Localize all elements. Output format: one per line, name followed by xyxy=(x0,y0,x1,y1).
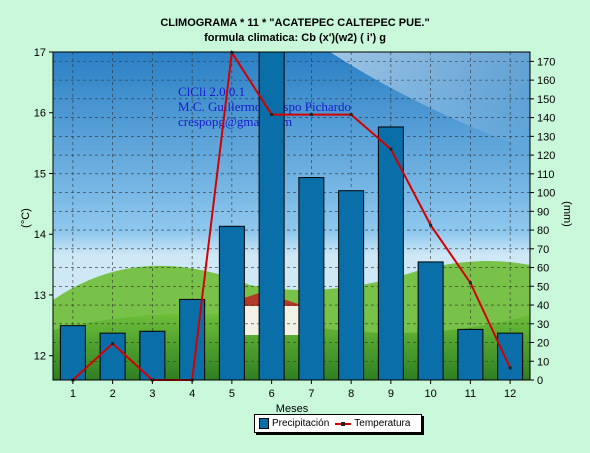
temp-point-9 xyxy=(389,147,393,151)
temp-point-2 xyxy=(111,342,115,346)
x-tick-label-11: 11 xyxy=(465,388,476,400)
precip-bar-2 xyxy=(99,332,126,381)
legend-line-swatch xyxy=(335,421,352,426)
left-tick-label: 14 xyxy=(34,229,46,241)
x-tick-label-12: 12 xyxy=(504,388,516,400)
x-tick-label-5: 5 xyxy=(229,388,235,400)
right-tick-label: 100 xyxy=(537,188,555,200)
left-tick-label: 17 xyxy=(34,47,46,59)
near-hill xyxy=(53,313,530,380)
right-tick-label: 30 xyxy=(537,319,549,331)
right-tick-label: 0 xyxy=(537,375,543,387)
legend-precipitation: Precipitación xyxy=(259,418,329,429)
temp-point-7 xyxy=(309,113,313,117)
axes: 1213141516170102030405060708090100110120… xyxy=(34,47,556,400)
precip-bar-11 xyxy=(457,328,484,381)
right-tick-label: 170 xyxy=(537,56,555,68)
right-tick-label: 130 xyxy=(537,131,555,143)
right-axis-label: (mm) xyxy=(561,201,573,227)
right-tick-label: 150 xyxy=(537,94,555,106)
watermark-line-1: ClCli 2.0.0.1 xyxy=(178,84,245,99)
temp-point-6 xyxy=(270,113,274,117)
x-tick-label-4: 4 xyxy=(189,388,195,400)
chart-title: CLIMOGRAMA * 11 * "ACATEPEC CALTEPEC PUE… xyxy=(160,17,430,29)
x-tick-label-7: 7 xyxy=(308,388,314,400)
x-tick-label-9: 9 xyxy=(388,388,394,400)
right-tick-label: 160 xyxy=(537,75,555,87)
x-tick-label-2: 2 xyxy=(110,388,116,400)
legend-bar-swatch xyxy=(259,418,269,429)
temperature-polyline xyxy=(72,49,512,381)
precip-bar-10 xyxy=(417,261,444,381)
left-tick-label: 15 xyxy=(34,168,46,180)
left-tick-label: 13 xyxy=(34,290,46,302)
legend-temperature: Temperatura xyxy=(335,418,410,429)
precip-bar-12 xyxy=(497,332,524,381)
left-tick-label: 12 xyxy=(34,351,46,363)
legend: Precipitación Temperatura xyxy=(254,414,422,433)
x-tick-label-8: 8 xyxy=(348,388,354,400)
temp-point-10 xyxy=(429,223,433,227)
left-axis-label: (°C) xyxy=(20,208,32,228)
precip-bar-1 xyxy=(59,325,86,381)
temp-point-12 xyxy=(508,366,512,370)
light-beam xyxy=(330,52,530,150)
legend-temperature-label: Temperatura xyxy=(354,418,411,429)
right-tick-label: 20 xyxy=(537,338,549,350)
precip-bar-6 xyxy=(258,51,285,381)
precip-bar-9 xyxy=(377,126,404,381)
right-tick-label: 40 xyxy=(537,300,549,312)
right-tick-label: 140 xyxy=(537,113,555,125)
temp-point-5 xyxy=(230,51,234,55)
chart-subtitle: formula climatica: Cb (x')(w2) ( i') g xyxy=(204,32,386,44)
right-tick-label: 90 xyxy=(537,206,549,218)
precip-bar-8 xyxy=(338,190,365,381)
temp-point-11 xyxy=(468,281,472,285)
x-tick-label-10: 10 xyxy=(425,388,437,400)
plot-frame xyxy=(52,51,531,381)
right-tick-label: 110 xyxy=(537,169,555,181)
right-tick-label: 50 xyxy=(537,281,549,293)
x-tick-label-3: 3 xyxy=(149,388,155,400)
precip-bar-5 xyxy=(218,225,245,381)
x-tick-label-1: 1 xyxy=(70,388,76,400)
legend-precipitation-label: Precipitación xyxy=(272,418,330,429)
precipitation-bars xyxy=(59,51,524,381)
right-tick-label: 80 xyxy=(537,225,549,237)
left-tick-label: 16 xyxy=(34,108,46,120)
right-tick-label: 70 xyxy=(537,244,549,256)
precip-bar-7 xyxy=(298,177,325,381)
x-axis-label: Meses xyxy=(276,403,309,415)
x-tick-label-6: 6 xyxy=(269,388,275,400)
right-tick-label: 120 xyxy=(537,150,555,162)
axis-labels: Meses (°C) (mm) xyxy=(20,201,573,415)
right-tick-label: 60 xyxy=(537,263,549,275)
temp-point-8 xyxy=(349,113,353,117)
right-tick-label: 10 xyxy=(537,356,549,368)
